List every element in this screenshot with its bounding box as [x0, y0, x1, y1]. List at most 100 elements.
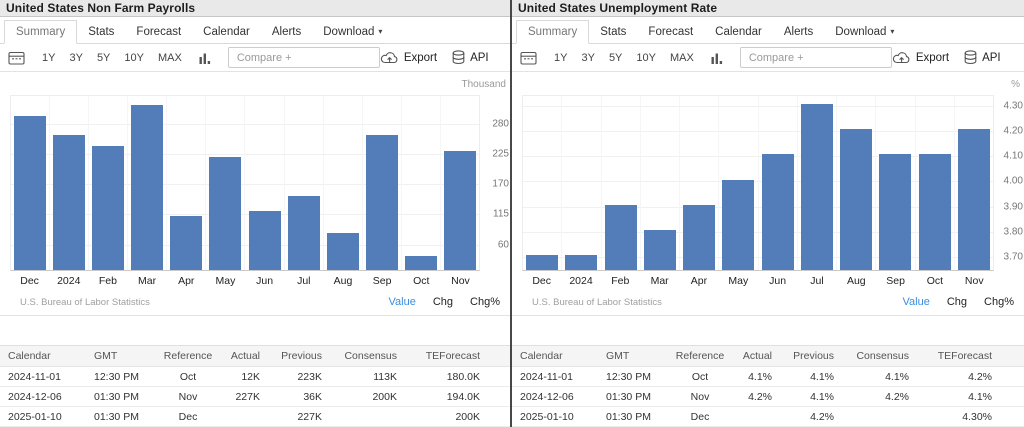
export-button[interactable]: Export	[380, 51, 437, 64]
tab-stats[interactable]: Stats	[589, 20, 637, 43]
export-label: Export	[403, 51, 438, 64]
export-button[interactable]: Export	[892, 51, 949, 64]
chart-bar-aug[interactable]	[840, 129, 873, 270]
bar-chart-icon[interactable]	[711, 52, 724, 64]
chart-bar-may[interactable]	[209, 156, 242, 270]
toolbar-right-group: Export API ⋮	[380, 50, 510, 66]
compare-input[interactable]	[739, 47, 892, 68]
api-button[interactable]: API	[964, 50, 1001, 65]
chart-bar-may[interactable]	[722, 179, 755, 270]
x-axis-tick-label: Sep	[886, 275, 905, 287]
range-3y-button[interactable]: 3Y	[62, 52, 89, 64]
column-header-calendar: Calendar	[512, 345, 598, 367]
chart-bar-jun[interactable]	[761, 154, 794, 270]
range-5y-button[interactable]: 5Y	[90, 52, 117, 64]
tab-alerts[interactable]: Alerts	[773, 20, 824, 43]
chart-bar-sep[interactable]	[365, 135, 398, 270]
chart-bar-aug[interactable]	[326, 232, 359, 270]
chart-bar-slot	[89, 96, 129, 270]
range-10y-button[interactable]: 10Y	[117, 52, 151, 64]
chart-bar-feb[interactable]	[92, 145, 125, 270]
compare-input[interactable]	[227, 47, 380, 68]
range-max-button[interactable]: MAX	[663, 52, 701, 64]
legend-value-toggle[interactable]: Value	[388, 296, 416, 308]
x-axis-tick-label: Dec	[532, 275, 551, 287]
tab-label: Alerts	[783, 25, 814, 38]
column-header-reference: Reference	[670, 345, 730, 367]
legend-chgpct-toggle[interactable]: Chg%	[984, 296, 1014, 308]
chart-bar-slot	[402, 96, 441, 270]
chart-bar-jul[interactable]	[287, 196, 320, 270]
chart-bar-apr[interactable]	[683, 204, 716, 270]
column-header-consensus: Consensus	[840, 345, 915, 367]
table-row[interactable]: 2025-01-10 01:30 PM Dec 4.2% 4.30%	[512, 406, 1024, 427]
api-button[interactable]: API	[452, 50, 489, 65]
range-max-button[interactable]: MAX	[151, 52, 189, 64]
range-3y-button[interactable]: 3Y	[574, 52, 601, 64]
chart-bar-dec[interactable]	[526, 254, 559, 270]
tab-bar: Summary Stats Forecast Calendar Alerts Downlo…	[0, 17, 510, 44]
chart-bar-slot	[680, 96, 720, 270]
chart-bar-apr[interactable]	[170, 216, 203, 270]
y-axis-tick-label: 280	[492, 118, 509, 129]
chart-bar-jul[interactable]	[800, 104, 833, 270]
chart-bar-2024[interactable]	[53, 134, 86, 270]
legend-chg-toggle[interactable]: Chg	[432, 296, 454, 308]
table-row[interactable]: 2024-12-06 01:30 PM Nov 4.2% 4.1% 4.2% 4.1%	[512, 386, 1024, 407]
range-1y-button[interactable]: 1Y	[35, 52, 62, 64]
tab-calendar[interactable]: Calendar	[704, 20, 773, 43]
table-cell: 2024-11-01	[0, 366, 86, 387]
chart-bar-2024[interactable]	[565, 254, 598, 270]
table-cell: 113K	[328, 366, 403, 387]
chart-bar-oct[interactable]	[918, 154, 951, 270]
x-axis-tick-label: Apr	[690, 275, 708, 287]
x-axis-labels: Dec 2024 Feb Mar Apr May Jun Jul Aug Sep Oct Nov	[522, 275, 994, 287]
x-axis-tick-label: Dec	[20, 275, 39, 287]
kebab-menu-icon[interactable]: ⋮	[1016, 50, 1024, 66]
tab-stats[interactable]: Stats	[77, 20, 125, 43]
tab-download[interactable]: Download ▾	[312, 20, 393, 43]
tab-forecast[interactable]: Forecast	[637, 20, 704, 43]
chart-bar-dec[interactable]	[14, 116, 47, 270]
calendar-icon[interactable]	[520, 50, 537, 65]
chart-bar-nov[interactable]	[443, 150, 476, 270]
tab-calendar[interactable]: Calendar	[192, 20, 261, 43]
kebab-menu-icon[interactable]: ⋮	[504, 50, 510, 66]
y-axis-tick-label: 4.30	[1003, 100, 1023, 112]
source-attribution: U.S. Bureau of Labor Statistics	[20, 296, 150, 308]
range-5y-button[interactable]: 5Y	[602, 52, 629, 64]
table-row[interactable]: 2024-11-01 12:30 PM Oct 12K 223K 113K 180.0K	[0, 366, 510, 387]
tab-summary[interactable]: Summary	[516, 20, 590, 44]
chart-bar-mar[interactable]	[131, 105, 164, 270]
table-cell: 4.1%	[730, 366, 778, 387]
table-cell	[730, 406, 778, 427]
legend-chgpct-toggle[interactable]: Chg%	[470, 296, 500, 308]
chart-bar-feb[interactable]	[604, 204, 637, 270]
legend-value-toggle[interactable]: Value	[902, 296, 930, 308]
table-cell: 2024-12-06	[0, 386, 86, 407]
chart-bar-oct[interactable]	[404, 255, 437, 270]
column-header-teforecast: TEForecast	[915, 345, 1024, 367]
tab-download[interactable]: Download ▾	[824, 20, 905, 43]
tab-summary[interactable]: Summary	[4, 20, 78, 44]
tab-alerts[interactable]: Alerts	[261, 20, 312, 43]
chart-bar-jun[interactable]	[248, 210, 281, 270]
chart-bar-mar[interactable]	[643, 229, 676, 270]
range-10y-button[interactable]: 10Y	[629, 52, 663, 64]
chart-bar-slot	[562, 96, 602, 270]
indicator-panel: United States Unemployment Rate Summary S…	[512, 0, 1024, 427]
chart-area: Thousand 280 225 170 115 60 Dec 2024 Feb Mar Apr…	[0, 72, 510, 316]
panel-divider	[510, 0, 512, 427]
table-row[interactable]: 2024-11-01 12:30 PM Oct 4.1% 4.1% 4.1% 4.2%	[512, 366, 1024, 387]
table-row[interactable]: 2024-12-06 01:30 PM Nov 227K 36K 200K 194.0K	[0, 386, 510, 407]
chart-bar-sep[interactable]	[879, 154, 912, 270]
range-1y-button[interactable]: 1Y	[547, 52, 574, 64]
table-row[interactable]: 2025-01-10 01:30 PM Dec 227K 200K	[0, 406, 510, 427]
legend-chg-toggle[interactable]: Chg	[946, 296, 968, 308]
column-header-gmt: GMT	[598, 345, 670, 367]
chart-bar-nov[interactable]	[957, 129, 990, 270]
calendar-icon[interactable]	[8, 50, 25, 65]
tab-forecast[interactable]: Forecast	[125, 20, 192, 43]
bar-chart-icon[interactable]	[199, 52, 212, 64]
